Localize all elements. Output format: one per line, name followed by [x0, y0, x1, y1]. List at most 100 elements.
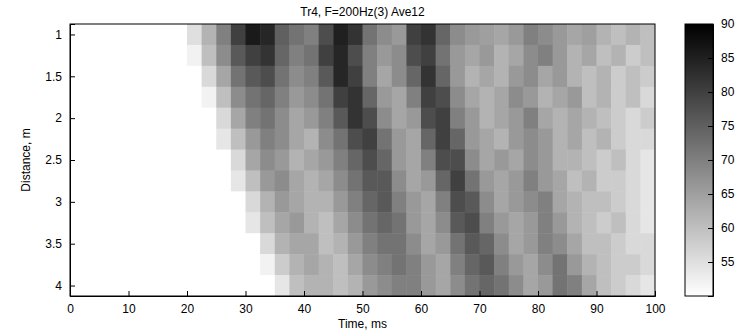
cell [626, 233, 641, 254]
tick-label: 0 [67, 302, 74, 316]
tick-mark [708, 24, 713, 25]
tick: 10 [122, 291, 136, 316]
tick-mark [708, 92, 713, 93]
cell [143, 233, 158, 254]
cell [85, 87, 100, 108]
cell [377, 24, 392, 45]
cell [319, 45, 334, 66]
cell [275, 233, 290, 254]
cell [392, 45, 407, 66]
cell [114, 275, 129, 296]
cell [158, 87, 173, 108]
cell [406, 129, 421, 150]
cell [538, 45, 553, 66]
cell [363, 24, 378, 45]
y-axis: 11.522.533.54 [45, 25, 75, 297]
cell [114, 150, 129, 171]
cell [465, 24, 480, 45]
cell [392, 24, 407, 45]
cell [246, 66, 261, 87]
cell [231, 191, 246, 212]
cell [436, 66, 451, 87]
cell [538, 108, 553, 129]
cell [523, 45, 538, 66]
cell [611, 66, 626, 87]
cell [319, 275, 334, 296]
tick-label: 40 [298, 302, 312, 316]
cell [187, 45, 202, 66]
cell [597, 254, 612, 275]
tick-mark [708, 228, 713, 229]
cell [363, 191, 378, 212]
axis-line [71, 291, 656, 297]
cell [377, 45, 392, 66]
cell [640, 66, 655, 87]
cell [216, 24, 231, 45]
cell [640, 254, 655, 275]
cell [509, 129, 524, 150]
cell [523, 191, 538, 212]
cell [143, 87, 158, 108]
cell [567, 150, 582, 171]
cell [231, 150, 246, 171]
cell [231, 66, 246, 87]
cell [611, 45, 626, 66]
cell [231, 275, 246, 296]
cell [246, 191, 261, 212]
cell [523, 66, 538, 87]
tick-label: 4 [55, 279, 62, 293]
cell [406, 45, 421, 66]
cell [202, 254, 217, 275]
cell [421, 24, 436, 45]
cell [611, 24, 626, 45]
cell [99, 275, 114, 296]
cell [553, 170, 568, 191]
tick-label: 90 [721, 17, 735, 31]
cell [114, 191, 129, 212]
cell [523, 233, 538, 254]
cell [187, 254, 202, 275]
cell [129, 212, 144, 233]
cell [216, 170, 231, 191]
cell [143, 108, 158, 129]
cell [216, 108, 231, 129]
cell [567, 66, 582, 87]
tick-label: 70 [721, 153, 735, 167]
cell [465, 45, 480, 66]
cell [246, 45, 261, 66]
cell [509, 275, 524, 296]
cell [216, 233, 231, 254]
cell [465, 254, 480, 275]
cell [85, 212, 100, 233]
cell [172, 191, 187, 212]
tick: 4 [55, 279, 75, 293]
cell [319, 170, 334, 191]
cell [129, 254, 144, 275]
cell [421, 45, 436, 66]
tick-mark [708, 194, 713, 195]
cell [202, 212, 217, 233]
cell [582, 66, 597, 87]
cell [450, 129, 465, 150]
cell [216, 212, 231, 233]
cell [538, 129, 553, 150]
cell [406, 191, 421, 212]
cell [319, 150, 334, 171]
cell [465, 150, 480, 171]
cell [421, 170, 436, 191]
cell [582, 275, 597, 296]
cell [480, 233, 495, 254]
cell [85, 254, 100, 275]
cell [567, 191, 582, 212]
cell [494, 170, 509, 191]
cell [319, 129, 334, 150]
cell [363, 108, 378, 129]
cell [494, 129, 509, 150]
cell [553, 191, 568, 212]
cell [216, 150, 231, 171]
cell [202, 150, 217, 171]
cell [202, 191, 217, 212]
tick-mark [70, 76, 75, 77]
cell [597, 212, 612, 233]
cell [523, 24, 538, 45]
